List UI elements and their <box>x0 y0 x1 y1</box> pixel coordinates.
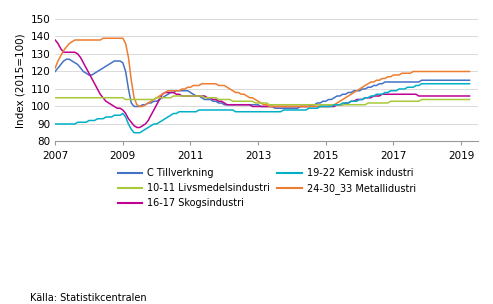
Y-axis label: Index (2015=100): Index (2015=100) <box>15 33 25 128</box>
Legend: C Tillverkning, 10-11 Livsmedelsindustri, 16-17 Skogsindustri, 19-22 Kemisk indu: C Tillverkning, 10-11 Livsmedelsindustri… <box>117 168 416 208</box>
Text: Källa: Statistikcentralen: Källa: Statistikcentralen <box>30 293 146 303</box>
